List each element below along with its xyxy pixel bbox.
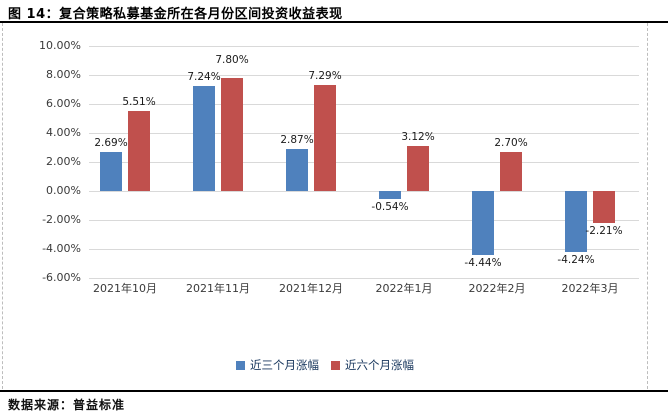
gridline: [89, 74, 639, 76]
gridline: [89, 161, 639, 163]
gridline: [89, 45, 639, 47]
bar-three-month: [193, 86, 215, 191]
bar-value-label: 2.69%: [94, 136, 128, 149]
gridline: [89, 219, 639, 221]
bar-value-label: 2.70%: [494, 136, 528, 149]
bar-three-month: [286, 149, 308, 191]
bar-value-label: 7.80%: [215, 53, 249, 66]
bar-value-label: -0.54%: [371, 200, 409, 213]
x-tick-label: 2022年2月: [468, 282, 526, 295]
figure-title: 图 14：复合策略私募基金所在各月份区间投资收益表现: [8, 7, 343, 22]
bar-six-month: [500, 151, 522, 191]
bar-value-label: -4.24%: [557, 254, 595, 267]
x-tick-label: 2021年11月: [186, 282, 250, 295]
bar-value-label: -2.21%: [585, 225, 623, 238]
x-tick-label: 2022年1月: [375, 282, 433, 295]
bar-six-month: [128, 111, 150, 191]
legend-label: 近六个月涨幅: [345, 358, 414, 372]
x-tick-label: 2021年12月: [279, 282, 343, 295]
y-tick-label: 0.00%: [46, 184, 81, 197]
gridline: [89, 190, 639, 192]
bar-six-month: [407, 145, 429, 191]
y-tick-label: 4.00%: [46, 126, 81, 139]
gridline: [89, 248, 639, 250]
bar-value-label: 7.24%: [187, 71, 221, 84]
bottom-rule: [0, 390, 668, 392]
data-source: 数据来源：普益标准: [8, 398, 126, 412]
plot-area: 10.00% 8.00% 6.00% 4.00% 2.00% 0.00% -2.00% -4.…: [3, 23, 647, 389]
legend-item: 近三个月涨幅: [236, 357, 319, 373]
bar-value-label: 5.51%: [122, 96, 156, 109]
y-tick-label: 6.00%: [46, 97, 81, 110]
legend-item: 近六个月涨幅: [331, 357, 414, 373]
chart-frame: 10.00% 8.00% 6.00% 4.00% 2.00% 0.00% -2.00% -4.…: [2, 23, 648, 389]
bar-value-label: 7.29%: [308, 70, 342, 83]
x-tick-label: 2022年3月: [561, 282, 619, 295]
y-tick-label: 10.00%: [39, 39, 81, 52]
chart-legend: 近三个月涨幅 近六个月涨幅: [3, 357, 647, 373]
y-tick-label: 8.00%: [46, 68, 81, 81]
bar-six-month: [593, 191, 615, 224]
legend-swatch: [331, 360, 340, 370]
bar-value-label: -4.44%: [464, 257, 502, 270]
legend-swatch: [236, 360, 245, 370]
bar-six-month: [314, 85, 336, 191]
bar-three-month: [100, 151, 122, 191]
gridline: [89, 277, 639, 279]
top-rule: [0, 21, 668, 23]
y-tick-label: -4.00%: [42, 242, 81, 255]
bar-three-month: [472, 191, 494, 256]
legend-label: 近三个月涨幅: [250, 358, 319, 372]
bar-six-month: [221, 77, 243, 191]
bar-value-label: 2.87%: [280, 134, 314, 147]
y-tick-label: -6.00%: [42, 271, 81, 284]
y-tick-label: 2.00%: [46, 155, 81, 168]
gridline: [89, 132, 639, 134]
bar-value-label: 3.12%: [401, 130, 435, 143]
y-tick-label: -2.00%: [42, 213, 81, 226]
bar-three-month: [379, 191, 401, 199]
x-tick-label: 2021年10月: [93, 282, 157, 295]
bar-three-month: [565, 191, 587, 253]
gridline: [89, 103, 639, 105]
